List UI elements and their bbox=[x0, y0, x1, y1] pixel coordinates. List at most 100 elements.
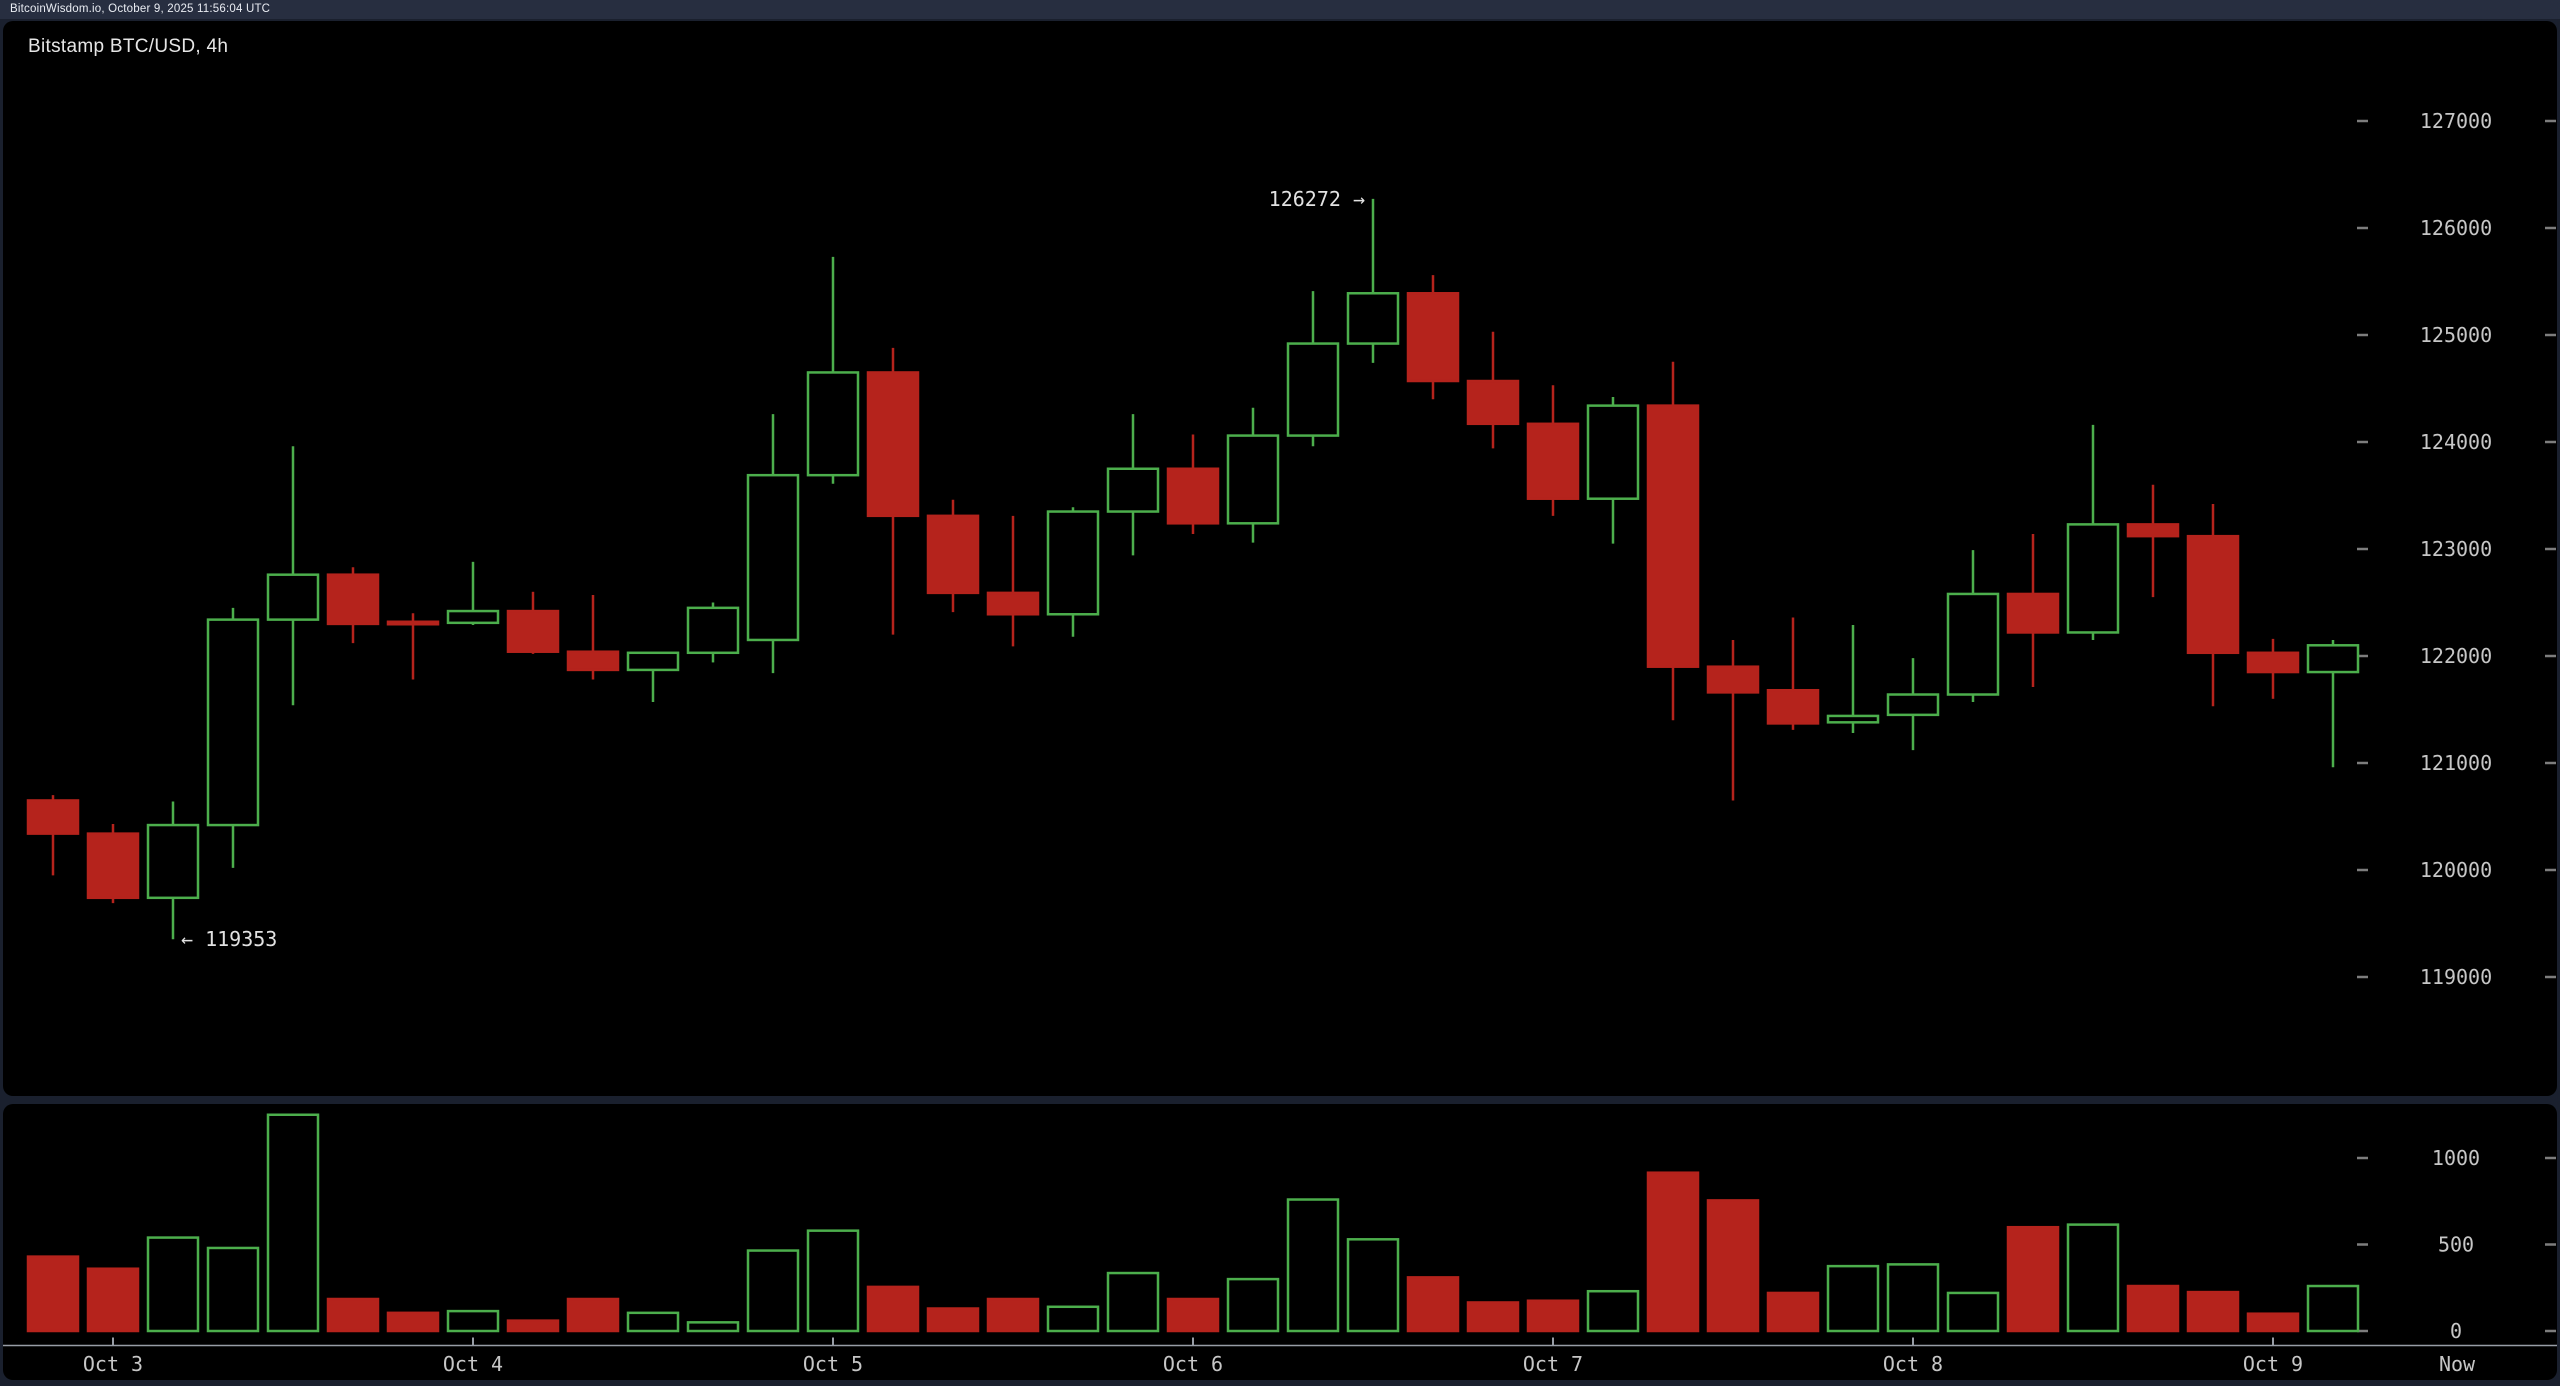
volume-bar bbox=[566, 1297, 620, 1333]
volume-bar bbox=[2186, 1290, 2240, 1333]
candle-body bbox=[1466, 379, 1520, 426]
volume-bar bbox=[1166, 1297, 1220, 1333]
candle-body bbox=[686, 606, 740, 655]
volume-bar bbox=[506, 1319, 560, 1333]
volume-bar bbox=[1706, 1199, 1760, 1333]
candle-body bbox=[386, 620, 440, 626]
volume-bar bbox=[2246, 1312, 2300, 1333]
candle-body bbox=[626, 651, 680, 672]
volume-bar bbox=[2126, 1284, 2180, 1333]
candle-body bbox=[1886, 693, 1940, 717]
volume-axis-label: 0 bbox=[2450, 1319, 2462, 1343]
price-chart-pane[interactable] bbox=[3, 21, 2557, 1096]
chart-title: Bitstamp BTC/USD, 4h bbox=[28, 36, 229, 57]
price-axis-label: 121000 bbox=[2420, 751, 2492, 775]
price-axis-label: 127000 bbox=[2420, 109, 2492, 133]
price-axis-label: 125000 bbox=[2420, 323, 2492, 347]
date-label: Oct 9 bbox=[2243, 1352, 2303, 1376]
volume-bar bbox=[686, 1321, 740, 1333]
candle-body bbox=[1526, 422, 1580, 500]
candle-body bbox=[1766, 688, 1820, 725]
volume-bar bbox=[926, 1307, 980, 1333]
candle-body bbox=[1646, 404, 1700, 668]
volume-bar bbox=[1466, 1301, 1520, 1333]
candle-body bbox=[1286, 342, 1340, 437]
volume-bar bbox=[1766, 1291, 1820, 1333]
candle-body bbox=[866, 371, 920, 518]
volume-bar bbox=[1886, 1263, 1940, 1333]
candle-body bbox=[1106, 467, 1160, 513]
candle-body bbox=[1586, 404, 1640, 500]
candle-body bbox=[506, 609, 560, 653]
date-label: Oct 7 bbox=[1523, 1352, 1583, 1376]
candle-body bbox=[1226, 434, 1280, 525]
volume-bar bbox=[626, 1311, 680, 1333]
candle-body bbox=[266, 573, 320, 621]
candle-body bbox=[326, 573, 380, 626]
volume-bar bbox=[806, 1229, 860, 1333]
volume-bar bbox=[1646, 1171, 1700, 1333]
volume-bar bbox=[1526, 1299, 1580, 1333]
date-label: Oct 5 bbox=[803, 1352, 863, 1376]
price-axis-label: 120000 bbox=[2420, 858, 2492, 882]
volume-bar bbox=[2066, 1223, 2120, 1333]
volume-bar bbox=[746, 1249, 800, 1333]
volume-bar bbox=[326, 1297, 380, 1333]
volume-bar bbox=[1226, 1277, 1280, 1333]
date-label: Oct 8 bbox=[1883, 1352, 1943, 1376]
date-label: Oct 6 bbox=[1163, 1352, 1223, 1376]
candle-body bbox=[206, 618, 260, 827]
candle-body bbox=[86, 832, 140, 900]
price-axis-label: 124000 bbox=[2420, 430, 2492, 454]
volume-bar bbox=[1346, 1238, 1400, 1333]
info-bar: BitcoinWisdom.io, October 9, 2025 11:56:… bbox=[0, 0, 2560, 19]
now-label: Now bbox=[2439, 1352, 2476, 1376]
candle-body bbox=[1946, 592, 2000, 696]
high-price-annotation: 126272 → bbox=[1269, 187, 1365, 211]
volume-bar bbox=[1106, 1271, 1160, 1333]
low-price-annotation: ← 119353 bbox=[181, 927, 277, 951]
volume-bar bbox=[446, 1309, 500, 1333]
candle-body bbox=[926, 514, 980, 595]
candle-body bbox=[1706, 665, 1760, 694]
volume-bar bbox=[1406, 1276, 1460, 1333]
candle-body bbox=[2006, 592, 2060, 634]
candle-body bbox=[806, 371, 860, 477]
volume-bar bbox=[2006, 1225, 2060, 1333]
volume-bar bbox=[986, 1297, 1040, 1333]
candle-body bbox=[2246, 651, 2300, 674]
price-axis-label: 119000 bbox=[2420, 965, 2492, 989]
volume-axis-label: 500 bbox=[2438, 1233, 2474, 1257]
candle-body bbox=[1346, 292, 1400, 345]
volume-bar bbox=[26, 1255, 80, 1333]
candle-body bbox=[1046, 510, 1100, 616]
candle-body bbox=[986, 591, 1040, 616]
candle-body bbox=[1166, 467, 1220, 525]
volume-bar bbox=[2306, 1284, 2360, 1333]
volume-axis-label: 1000 bbox=[2432, 1146, 2480, 1170]
info-bar-text: BitcoinWisdom.io, October 9, 2025 11:56:… bbox=[10, 3, 271, 15]
volume-bar bbox=[146, 1236, 200, 1333]
candle-body bbox=[26, 799, 80, 835]
volume-bar bbox=[206, 1246, 260, 1333]
candle-body bbox=[2066, 523, 2120, 634]
candle-body bbox=[2306, 644, 2360, 674]
volume-bar bbox=[1046, 1305, 1100, 1333]
volume-pane[interactable] bbox=[3, 1104, 2557, 1380]
volume-bar bbox=[1946, 1291, 2000, 1333]
candle-body bbox=[2186, 534, 2240, 655]
candle-body bbox=[146, 823, 200, 900]
volume-bar bbox=[866, 1285, 920, 1333]
volume-bar bbox=[86, 1267, 140, 1333]
candle-body bbox=[2126, 523, 2180, 538]
volume-bar bbox=[386, 1311, 440, 1333]
candle-body bbox=[1406, 292, 1460, 383]
candle-body bbox=[446, 609, 500, 625]
date-label: Oct 3 bbox=[83, 1352, 143, 1376]
volume-bar bbox=[266, 1113, 320, 1333]
date-label: Oct 4 bbox=[443, 1352, 503, 1376]
volume-bar bbox=[1826, 1264, 1880, 1333]
volume-bar bbox=[1286, 1198, 1340, 1333]
